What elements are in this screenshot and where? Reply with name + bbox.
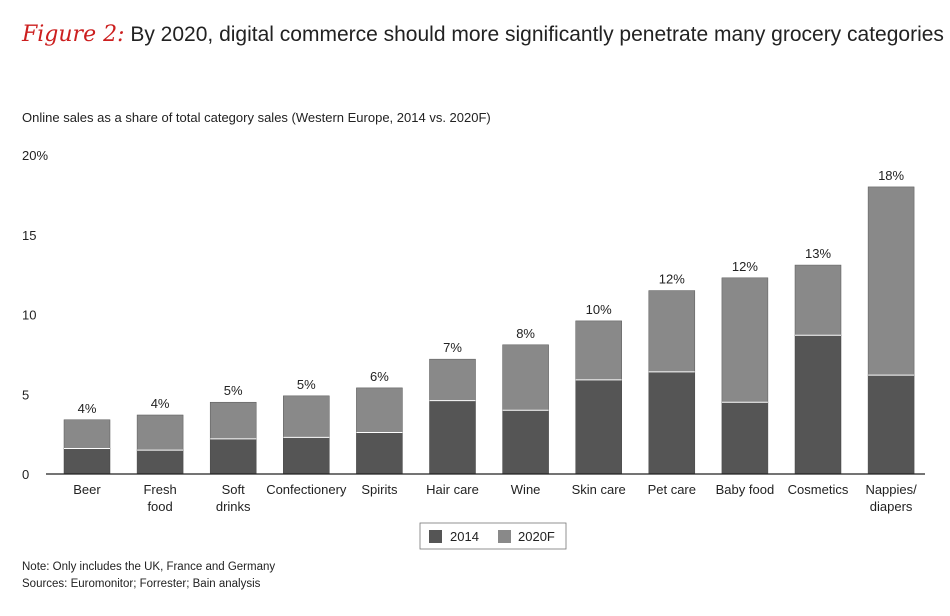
- figure-label: Figure 2:: [22, 22, 125, 47]
- data-label: 12%: [732, 259, 758, 274]
- category-label: drinks: [216, 499, 251, 514]
- data-label: 4%: [78, 401, 97, 416]
- data-label: 5%: [224, 383, 243, 398]
- bar-2014: [575, 379, 622, 475]
- bar-2014: [283, 437, 330, 475]
- category-label: Confectionery: [266, 482, 347, 497]
- title-text: By 2020, digital commerce should more si…: [130, 23, 944, 46]
- legend-box: [419, 522, 567, 550]
- bar-2020f: [502, 344, 549, 411]
- y-tick-label: 20%: [22, 148, 48, 163]
- y-tick-label: 15: [22, 228, 36, 243]
- data-label: 13%: [805, 246, 831, 261]
- category-label: Beer: [73, 482, 101, 497]
- category-label: Wine: [511, 482, 541, 497]
- bar-2014: [429, 400, 476, 475]
- data-label: 12%: [659, 272, 685, 287]
- chart-title: Figure 2: By 2020, digital commerce shou…: [22, 22, 944, 47]
- bar-2014: [867, 374, 915, 475]
- legend-swatch-2020f: [498, 530, 511, 543]
- stacked-bar-chart: 0 5 10 15 20% 4% Beer 4% Fresh food 5% Soft drinks 5%…: [22, 148, 925, 550]
- bar-2020f: [794, 264, 842, 336]
- chart-subtitle: Online sales as a share of total categor…: [22, 110, 491, 125]
- bar-2014: [136, 449, 184, 475]
- bar-2020f: [283, 395, 330, 438]
- footer-sources: Sources: Euromonitor; Forrester; Bain an…: [22, 578, 261, 590]
- bar-2014: [721, 401, 769, 475]
- bar-2020f: [867, 186, 915, 376]
- legend-swatch-2014: [429, 530, 442, 543]
- bar-2014: [502, 409, 549, 475]
- data-label: 18%: [878, 168, 904, 183]
- bar-2020f: [136, 414, 184, 451]
- category-label: Pet care: [648, 482, 696, 497]
- category-label: Hair care: [426, 482, 479, 497]
- footer-note: Note: Only includes the UK, France and G…: [22, 561, 276, 573]
- data-label: 8%: [516, 326, 535, 341]
- bar-2014: [63, 448, 111, 475]
- y-tick-label: 0: [22, 467, 29, 482]
- data-label: 10%: [586, 302, 612, 317]
- bar-2014: [209, 438, 257, 475]
- data-label: 7%: [443, 340, 462, 355]
- category-label: Nappies/: [865, 482, 917, 497]
- bar-2014: [648, 371, 696, 475]
- bar-2020f: [209, 401, 257, 440]
- bar-2014: [356, 432, 403, 475]
- bar-2020f: [575, 320, 622, 381]
- bar-2020f: [721, 277, 769, 403]
- category-label: Fresh: [143, 482, 176, 497]
- data-label: 5%: [297, 377, 316, 392]
- y-tick-label: 10: [22, 308, 36, 323]
- category-label: diapers: [870, 499, 913, 514]
- bar-2020f: [429, 358, 476, 401]
- category-label: food: [147, 499, 172, 514]
- data-label: 6%: [370, 369, 389, 384]
- bar-2020f: [63, 419, 111, 449]
- legend-label-2020f: 2020F: [518, 529, 555, 544]
- y-tick-label: 5: [22, 387, 29, 402]
- bar-2020f: [356, 387, 403, 433]
- bar-2014: [794, 334, 842, 475]
- category-label: Baby food: [716, 482, 775, 497]
- category-label: Soft: [222, 482, 246, 497]
- category-label: Cosmetics: [788, 482, 849, 497]
- legend-label-2014: 2014: [450, 529, 479, 544]
- bar-2020f: [648, 290, 696, 373]
- data-label: 4%: [151, 396, 170, 411]
- category-label: Spirits: [361, 482, 398, 497]
- category-label: Skin care: [572, 482, 626, 497]
